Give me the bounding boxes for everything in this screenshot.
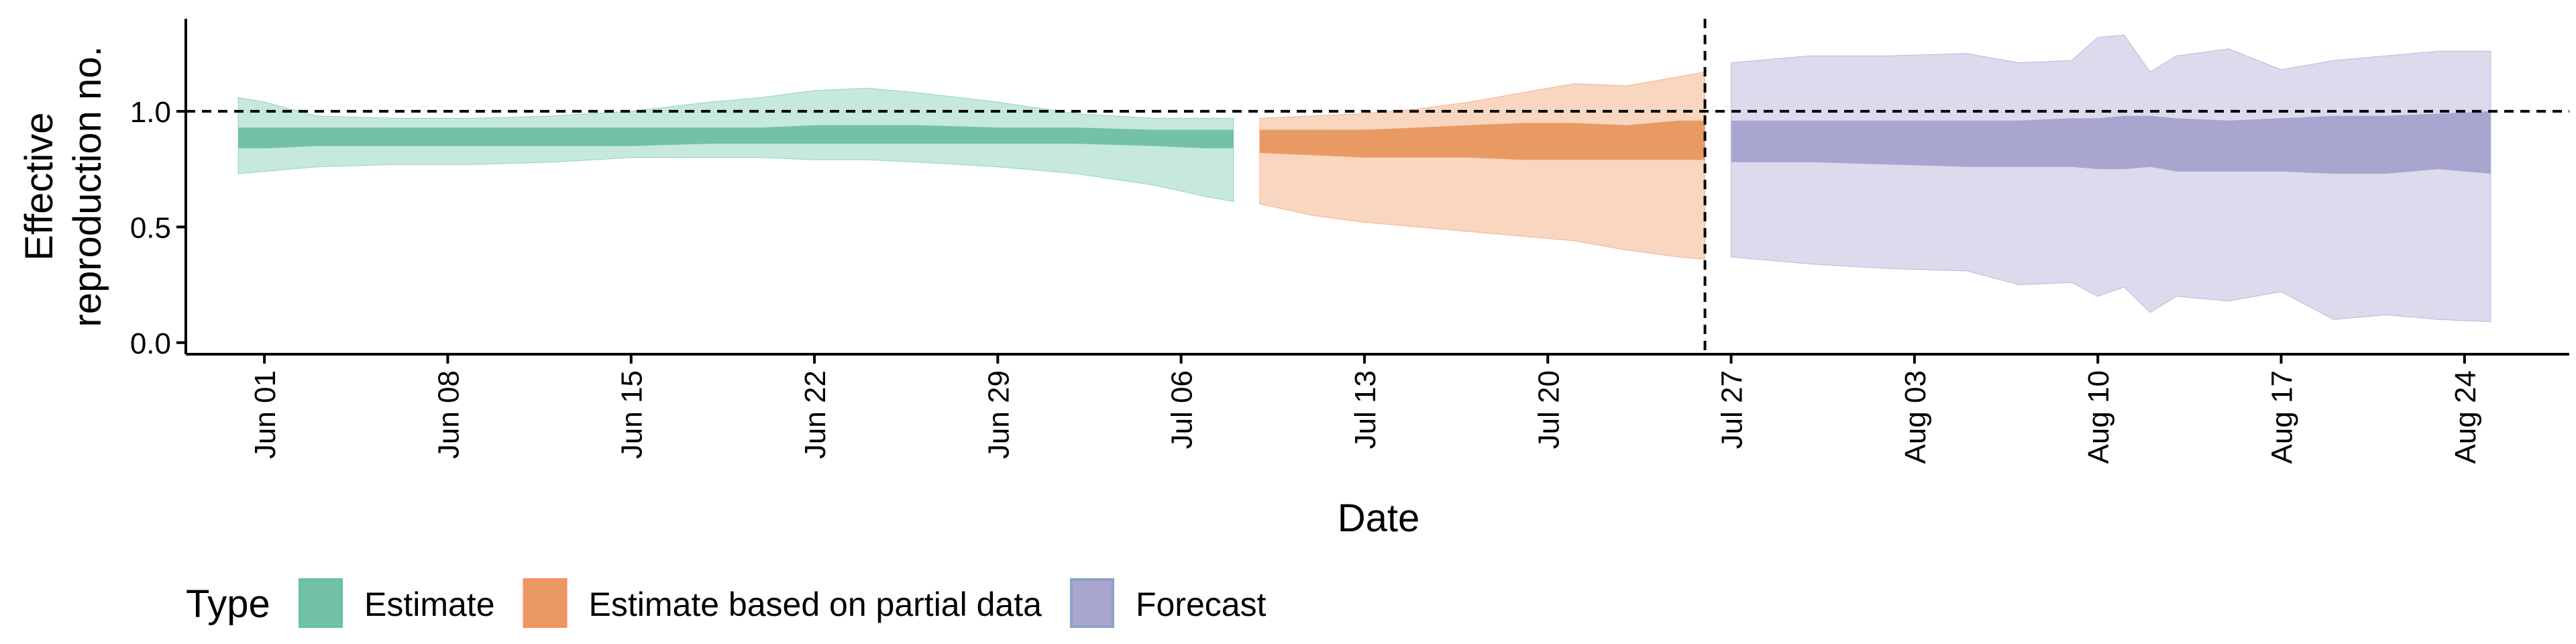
legend-swatch-2 — [523, 578, 568, 628]
x-tick-label-2: Jun 08 — [432, 370, 465, 459]
ribbon-50-series-1 — [238, 125, 1234, 149]
series-3 — [1731, 34, 2491, 323]
y-axis-title-line-1: Effective — [17, 112, 61, 260]
x-tick-label-12: Aug 17 — [2266, 370, 2299, 464]
ribbon-50-series-3 — [1731, 111, 2491, 174]
x-tick-label-3: Jun 15 — [616, 370, 649, 459]
ribbon-90-series-1 — [237, 87, 1234, 202]
series-2 — [1259, 71, 1705, 260]
legend-swatch-3 — [1069, 578, 1114, 628]
y-tick-label-1: 0.0 — [130, 327, 171, 360]
legend-item-1: Estimate — [299, 578, 495, 628]
y-axis-title: Effective reproduction no. — [17, 46, 109, 327]
x-tick-label-6: Jul 06 — [1166, 370, 1199, 449]
series-1 — [237, 87, 1234, 202]
x-tick-label-10: Aug 03 — [1899, 370, 1932, 464]
x-tick-label-11: Aug 10 — [2082, 370, 2115, 464]
x-tick-label-13: Aug 24 — [2449, 370, 2482, 464]
axes: 0.0 0.5 1.0 Jun 01 Jun 08 Jun 15 Jun 22 Jun 29 J… — [130, 19, 2569, 464]
x-tick-label-9: Jul 27 — [1716, 370, 1749, 449]
x-tick-label-5: Jun 29 — [982, 370, 1015, 459]
legend-item-3: Forecast — [1069, 578, 1267, 628]
x-axis-title: Date — [1338, 496, 1420, 540]
x-tick-label-8: Jul 20 — [1532, 370, 1565, 449]
x-tick-label-1: Jun 01 — [249, 370, 282, 459]
ribbon-50-series-2 — [1259, 120, 1705, 160]
x-tick-label-4: Jun 22 — [799, 370, 832, 459]
legend-label-2: Estimate based on partial data — [589, 586, 1042, 623]
ribbon-90-series-3 — [1731, 34, 2491, 323]
legend-title: Type — [186, 582, 270, 626]
x-tick-label-7: Jul 13 — [1349, 370, 1382, 449]
legend-swatch-1 — [299, 578, 343, 628]
y-tick-label-3: 1.0 — [130, 96, 171, 129]
y-axis-title-line-2: reproduction no. — [66, 46, 109, 327]
plot-area — [186, 19, 2569, 354]
legend-label-1: Estimate — [364, 586, 495, 623]
legend-item-2: Estimate based on partial data — [523, 578, 1042, 628]
ribbon-90-series-2 — [1259, 71, 1705, 260]
y-tick-label-2: 0.5 — [130, 211, 171, 244]
legend: Type Estimate Estimate based on partial da… — [186, 578, 1267, 628]
legend-label-3: Forecast — [1136, 586, 1267, 623]
